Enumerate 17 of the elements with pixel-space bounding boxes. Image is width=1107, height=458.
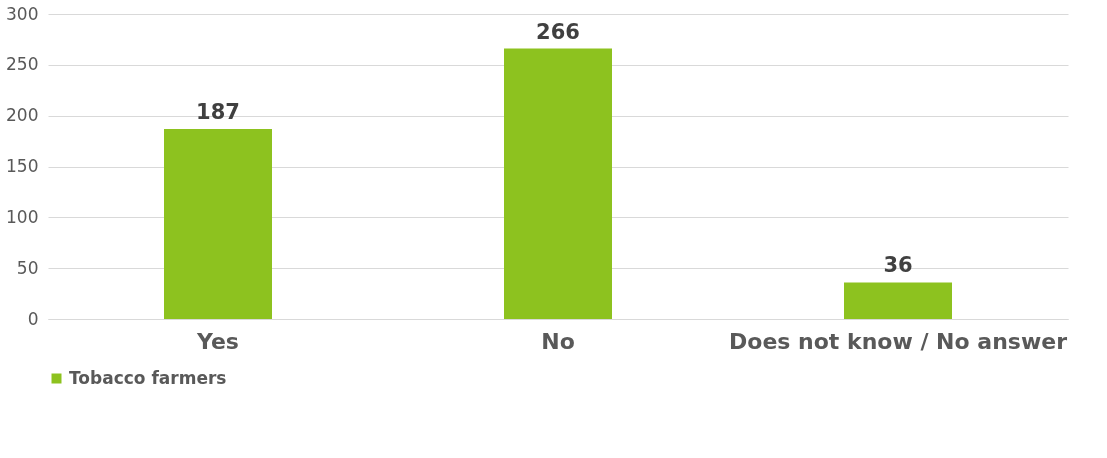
y-tick-label: 150 xyxy=(6,156,39,176)
x-tick-label: Yes xyxy=(196,328,239,354)
bar xyxy=(164,128,272,319)
y-tick-label: 50 xyxy=(16,257,39,278)
y-tick-label: 300 xyxy=(6,3,39,24)
x-tick-label: Does not know / No answer xyxy=(729,328,1068,354)
y-tick-label: 200 xyxy=(6,105,39,126)
y-tick-label: 250 xyxy=(6,54,39,75)
data-label: 266 xyxy=(536,19,580,44)
bar xyxy=(504,48,612,319)
x-tick-label: No xyxy=(541,328,575,354)
legend-label: Tobacco farmers xyxy=(69,367,227,388)
data-label: 187 xyxy=(196,99,240,124)
y-tick-label: 0 xyxy=(27,308,39,329)
bar xyxy=(844,282,952,319)
data-label: 36 xyxy=(883,253,913,278)
y-tick-label: 100 xyxy=(6,206,39,227)
